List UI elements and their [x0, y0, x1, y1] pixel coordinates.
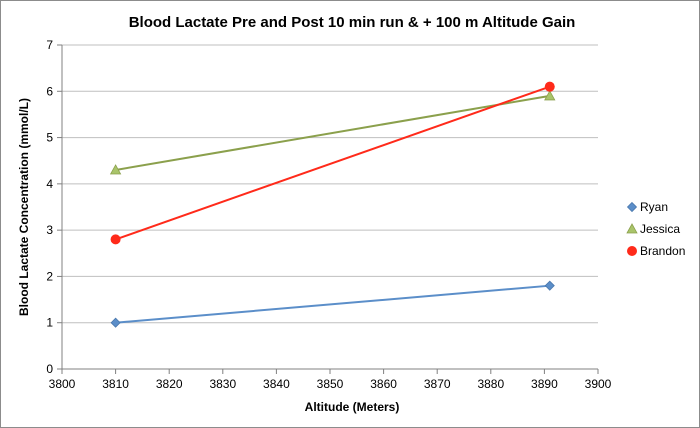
axes [57, 44, 599, 374]
x-tick-label-3880: 3880 [477, 377, 504, 391]
x-tick-label-3840: 3840 [263, 377, 290, 391]
x-tick-label-3800: 3800 [49, 377, 76, 391]
series-line-brandon [115, 85, 551, 241]
x-tick-label-3860: 3860 [370, 377, 397, 391]
x-tick-label-3870: 3870 [424, 377, 451, 391]
x-tick-labels: 3800 3810 3820 3830 3840 3850 3860 3870 3880 3890… [49, 377, 612, 391]
y-tick-label-2: 2 [46, 269, 53, 283]
legend-marker-ryan [626, 201, 638, 213]
legend-marker-jessica [626, 223, 638, 234]
x-tick-label-3850: 3850 [317, 377, 344, 391]
grid [62, 44, 598, 324]
chart-title: Blood Lactate Pre and Post 10 min run & … [129, 14, 576, 31]
x-tick-label-3830: 3830 [209, 377, 236, 391]
data-point-jessica-0 [109, 164, 122, 175]
data-point-brandon-0 [110, 234, 121, 245]
legend-label-jessica: Jessica [640, 222, 680, 236]
y-tick-label-6: 6 [46, 84, 53, 98]
x-tick-label-3900: 3900 [585, 377, 612, 391]
legend-label-ryan: Ryan [640, 200, 668, 214]
data-point-jessica-1 [544, 90, 556, 101]
y-tick-label-3: 3 [46, 223, 53, 237]
y-tick-label-1: 1 [46, 316, 53, 330]
y-tick-label-5: 5 [46, 131, 53, 145]
y-tick-label-0: 0 [46, 362, 53, 376]
y-tick-labels: 0 1 2 3 4 5 6 7 [46, 38, 53, 376]
data-point-ryan-1 [544, 280, 555, 291]
y-tick-label-4: 4 [46, 177, 53, 191]
y-tick-label-7: 7 [46, 38, 53, 52]
x-tick-label-3820: 3820 [156, 377, 183, 391]
series-line-ryan [115, 284, 550, 324]
series-layer [109, 81, 556, 328]
legend-label-brandon: Brandon [640, 244, 685, 258]
legend-marker-brandon [627, 246, 637, 256]
x-tick-label-3810: 3810 [102, 377, 129, 391]
data-point-brandon-1 [544, 81, 555, 92]
legend: Ryan Jessica Brandon [626, 200, 685, 258]
y-axis-label: Blood Lactate Concentration (mmol/L) [17, 98, 31, 316]
data-point-ryan-0 [110, 317, 121, 328]
x-tick-label-3890: 3890 [531, 377, 558, 391]
series-line-jessica [115, 94, 550, 171]
x-axis-label: Altitude (Meters) [305, 400, 400, 414]
